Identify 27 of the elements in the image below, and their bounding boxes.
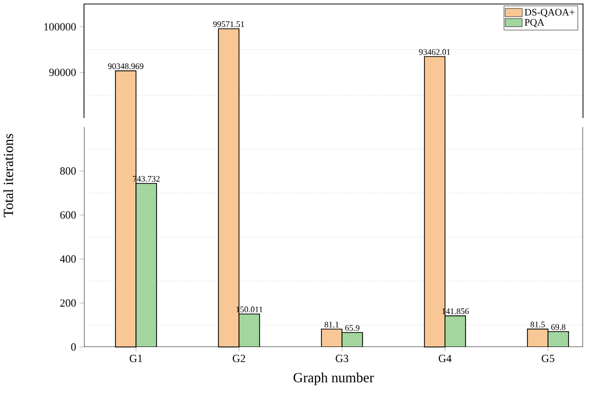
y-tick-label: 0 [71, 343, 76, 351]
x-tick-label: G4 [438, 354, 452, 362]
y-tick-label: 200 [60, 299, 76, 307]
legend-label: PQA [524, 18, 544, 28]
data-label: 93462.01 [419, 49, 450, 55]
data-label: 90348.969 [108, 63, 144, 70]
data-label: 81.5 [530, 322, 545, 328]
data-label: 65.9 [345, 325, 360, 331]
data-label: 99571.51 [213, 21, 244, 28]
y-axis-title: Total iterations [3, 134, 14, 218]
data-label: 69.8 [551, 324, 566, 330]
legend-label: DS-QAOA+ [524, 8, 574, 18]
data-label: 81.1 [324, 322, 339, 328]
bar [444, 316, 466, 347]
x-tick-label: G3 [336, 354, 348, 362]
y-tick-label: 800 [60, 167, 76, 175]
y-tick-label: 600 [60, 211, 76, 219]
x-axis-title: Graph number [294, 372, 374, 386]
x-tick-label: G5 [542, 354, 554, 362]
bar [321, 329, 342, 347]
bar [239, 314, 260, 347]
x-tick-label: G2 [232, 354, 246, 362]
x-tick-label: G1 [130, 354, 142, 362]
y-tick-label: 400 [60, 255, 76, 263]
y-tick-label: 90000 [49, 68, 76, 76]
y-tick-label: 100000 [44, 23, 76, 30]
bar [526, 328, 548, 347]
